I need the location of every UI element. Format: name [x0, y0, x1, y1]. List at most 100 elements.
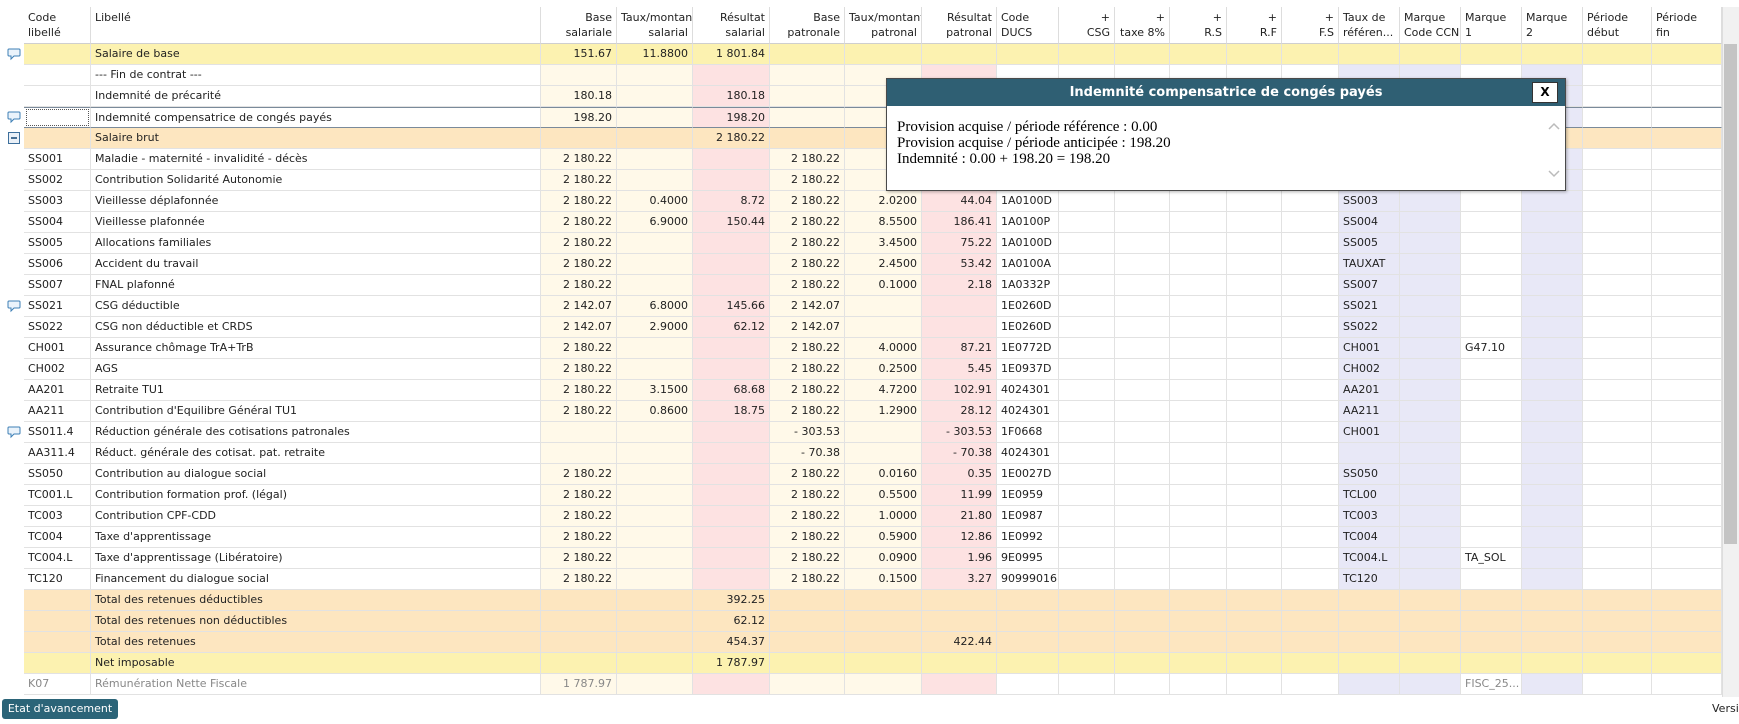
table-cell: [1461, 275, 1522, 296]
table-cell: SS003: [24, 191, 91, 212]
table-cell: [1282, 191, 1339, 212]
table-cell: [1652, 653, 1722, 674]
table-cell: SS007: [24, 275, 91, 296]
column-header: Marque Code CCN: [1400, 7, 1461, 44]
table-cell: [770, 86, 845, 107]
table-cell: [1282, 590, 1339, 611]
table-cell: [1583, 44, 1652, 65]
table-cell: [1282, 212, 1339, 233]
table-cell: [617, 485, 693, 506]
table-cell: 1A0100A: [997, 254, 1059, 275]
table-cell: [1282, 548, 1339, 569]
table-cell: [1583, 590, 1652, 611]
comment-icon[interactable]: [7, 110, 21, 124]
table-cell: [693, 443, 770, 464]
table-cell: [1522, 632, 1583, 653]
table-cell: [1583, 359, 1652, 380]
table-cell: [1461, 317, 1522, 338]
table-cell: SS004: [24, 212, 91, 233]
comment-icon[interactable]: [7, 47, 21, 61]
comment-icon[interactable]: [7, 425, 21, 439]
table-cell: TC003: [1339, 506, 1400, 527]
table-cell: [1115, 317, 1170, 338]
table-cell: [922, 317, 997, 338]
close-button[interactable]: X: [1532, 82, 1558, 103]
table-cell: [1115, 422, 1170, 443]
table-cell: [541, 632, 617, 653]
table-cell: [1059, 422, 1115, 443]
table-cell: [1282, 233, 1339, 254]
table-cell: [693, 548, 770, 569]
table-cell: [770, 128, 845, 149]
table-cell: G47.10: [1461, 338, 1522, 359]
table-cell: TAUXAT: [1339, 254, 1400, 275]
table-cell: [1115, 275, 1170, 296]
table-cell: [845, 422, 922, 443]
header-line: +: [1155, 11, 1165, 24]
table-cell: [1522, 464, 1583, 485]
comment-icon[interactable]: [7, 299, 21, 313]
table-cell: [1282, 527, 1339, 548]
collapse-icon[interactable]: [7, 131, 21, 145]
table-cell: [1583, 317, 1652, 338]
table-cell: 1E0992: [997, 527, 1059, 548]
table-cell: 2 180.22: [541, 401, 617, 422]
table-cell: [1461, 653, 1522, 674]
table-cell: [693, 422, 770, 443]
table-cell: Contribution d'Equilibre Général TU1: [91, 401, 541, 422]
table-cell: Total des retenues: [91, 632, 541, 653]
table-cell: [1522, 527, 1583, 548]
table-cell: 2.9000: [617, 317, 693, 338]
table-cell: 2 180.22: [541, 464, 617, 485]
table-cell: [693, 506, 770, 527]
table-cell: [1170, 212, 1227, 233]
table-cell: [1339, 443, 1400, 464]
scrollbar-thumb[interactable]: [1724, 44, 1737, 544]
table-cell: 1A0332P: [997, 275, 1059, 296]
table-cell: [1400, 212, 1461, 233]
table-cell: CH001: [1339, 422, 1400, 443]
table-cell: 1A0100D: [997, 191, 1059, 212]
table-cell: 4024301: [997, 380, 1059, 401]
table-cell: [1170, 422, 1227, 443]
table-cell: [541, 611, 617, 632]
table-cell: [1170, 590, 1227, 611]
table-cell: AA201: [24, 380, 91, 401]
table-cell: [617, 653, 693, 674]
column-header: + R.F: [1227, 7, 1282, 44]
dialog-title: Indemnité compensatrice de congés payés: [887, 79, 1565, 106]
table-cell: [617, 65, 693, 86]
table-cell: [617, 569, 693, 590]
table-cell: [1170, 317, 1227, 338]
column-header: + taxe 8%: [1115, 7, 1170, 44]
table-cell: 1E0027D: [997, 464, 1059, 485]
table-cell: [1282, 422, 1339, 443]
table-cell: 150.44: [693, 212, 770, 233]
header-line: F.S: [1318, 26, 1334, 39]
table-cell: [617, 128, 693, 149]
table-cell: 2 180.22: [770, 569, 845, 590]
table-cell: 422.44: [922, 632, 997, 653]
header-line: salarial: [725, 26, 765, 39]
table-cell: [1400, 380, 1461, 401]
table-cell: [617, 422, 693, 443]
table-cell: AA201: [1339, 380, 1400, 401]
table-cell: [1227, 359, 1282, 380]
table-cell: 0.8600: [617, 401, 693, 422]
table-cell: SS005: [24, 233, 91, 254]
header-line: Code: [28, 11, 57, 24]
header-line: salariale: [565, 26, 612, 39]
header-line: 1: [1465, 26, 1472, 39]
table-cell: [617, 170, 693, 191]
table-cell: SS004: [1339, 212, 1400, 233]
table-cell: 4024301: [997, 443, 1059, 464]
progress-button[interactable]: Etat d'avancement: [2, 699, 118, 719]
table-cell: CH002: [24, 359, 91, 380]
table-cell: [1400, 611, 1461, 632]
table-cell: [541, 443, 617, 464]
table-cell: 0.35: [922, 464, 997, 485]
column-header: Taux de référen...: [1339, 7, 1400, 44]
table-cell: [1170, 569, 1227, 590]
table-cell: [845, 296, 922, 317]
table-cell: Indemnité de précarité: [91, 86, 541, 107]
